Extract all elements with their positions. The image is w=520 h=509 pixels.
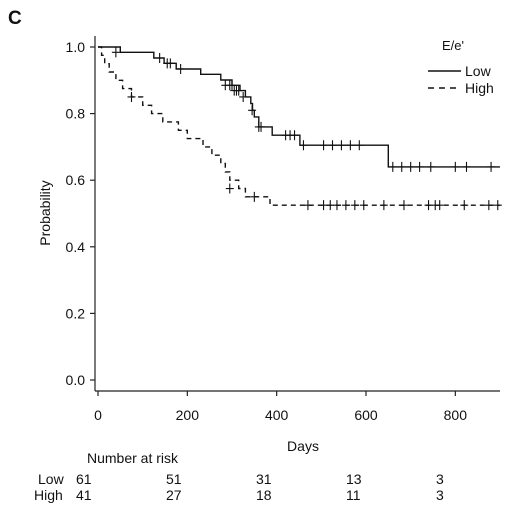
censor-mark-high bbox=[303, 200, 312, 211]
series-line-low bbox=[98, 46, 500, 168]
censor-mark-low bbox=[319, 140, 328, 151]
censor-mark-high bbox=[493, 200, 502, 211]
censor-mark-low bbox=[397, 161, 406, 172]
censor-mark-low bbox=[487, 161, 496, 172]
censor-mark-low bbox=[239, 91, 248, 102]
censor-mark-high bbox=[326, 200, 335, 211]
censor-mark-high bbox=[332, 200, 341, 211]
censor-mark-low bbox=[299, 140, 308, 151]
censor-mark-low bbox=[228, 80, 236, 91]
risk-values: 61 51 31 13 3 41 27 18 11 3 bbox=[76, 471, 444, 503]
censor-mark-low bbox=[462, 161, 471, 172]
censor-mark-low bbox=[406, 161, 415, 172]
censor-mark-low bbox=[451, 161, 460, 172]
censor-mark-high bbox=[424, 200, 433, 211]
censor-mark-high bbox=[225, 183, 234, 194]
legend-low-label: Low bbox=[465, 63, 492, 79]
risk-value-low: 51 bbox=[166, 471, 182, 487]
censor-mark-low bbox=[415, 161, 424, 172]
x-tick-label: 400 bbox=[265, 407, 289, 423]
x-tick-label: 600 bbox=[354, 407, 378, 423]
risk-value-high: 18 bbox=[256, 487, 272, 503]
risk-value-high: 27 bbox=[166, 487, 182, 503]
censor-mark-low bbox=[346, 140, 355, 151]
censor-mark-high bbox=[399, 200, 408, 211]
x-axis-label: Days bbox=[287, 438, 319, 454]
censor-mark-low bbox=[257, 121, 266, 132]
censor-mark-low bbox=[388, 161, 397, 172]
censor-mark-high bbox=[127, 91, 136, 102]
censor-mark-high bbox=[435, 200, 444, 211]
risk-value-high: 41 bbox=[76, 487, 92, 503]
risk-row-label-high: High bbox=[34, 487, 63, 503]
y-axis-label: Probability bbox=[37, 180, 53, 245]
series-line-high bbox=[98, 46, 500, 206]
censor-mark-low bbox=[234, 85, 243, 96]
legend-high-label: High bbox=[465, 80, 494, 96]
censor-mark-low bbox=[328, 140, 337, 151]
risk-value-low: 3 bbox=[436, 471, 444, 487]
censor-mark-high bbox=[379, 200, 388, 211]
x-axis-ticks: 0 200 400 600 800 bbox=[94, 391, 467, 423]
y-tick-label: 0.6 bbox=[66, 172, 86, 188]
legend: E/e' Low High bbox=[428, 38, 494, 96]
risk-value-high: 11 bbox=[346, 487, 361, 503]
censor-mark-high bbox=[250, 191, 259, 202]
censor-mark-low bbox=[337, 140, 346, 151]
y-tick-label: 0.0 bbox=[66, 372, 86, 388]
y-axis-ticks: 0.0 0.2 0.4 0.6 0.8 1.0 bbox=[66, 39, 95, 388]
censor-mark-low bbox=[176, 63, 185, 74]
x-tick-label: 200 bbox=[176, 407, 200, 423]
risk-value-low: 13 bbox=[346, 471, 362, 487]
censor-mark-low bbox=[111, 47, 120, 58]
legend-title: E/e' bbox=[442, 38, 464, 53]
x-tick-label: 800 bbox=[444, 407, 468, 423]
risk-value-low: 61 bbox=[76, 471, 92, 487]
x-tick-label: 0 bbox=[94, 407, 102, 423]
risk-table: Number at risk Low High 61 51 31 13 3 41 27 18 1… bbox=[34, 450, 444, 503]
risk-row-label-low: Low bbox=[38, 471, 65, 487]
censor-mark-low bbox=[290, 130, 299, 141]
censor-mark-low bbox=[355, 140, 364, 151]
censor-mark-high bbox=[319, 200, 328, 211]
censor-mark-low bbox=[166, 58, 175, 69]
censor-mark-low bbox=[426, 161, 435, 172]
censor-mark-high bbox=[484, 200, 493, 211]
y-tick-label: 1.0 bbox=[66, 39, 86, 55]
censor-mark-high bbox=[460, 200, 469, 211]
censor-mark-high bbox=[350, 200, 359, 211]
y-tick-label: 0.8 bbox=[66, 106, 86, 122]
y-tick-label: 0.4 bbox=[66, 239, 86, 255]
risk-value-high: 3 bbox=[436, 487, 444, 503]
censor-mark-low bbox=[248, 105, 257, 116]
censor-mark-high bbox=[341, 200, 350, 211]
censor-mark-high bbox=[359, 200, 368, 211]
series-layer bbox=[98, 46, 502, 211]
censor-mark-low bbox=[155, 52, 164, 63]
risk-table-title: Number at risk bbox=[87, 450, 179, 466]
y-tick-label: 0.2 bbox=[66, 305, 86, 321]
risk-value-low: 31 bbox=[256, 471, 272, 487]
panel-label: C bbox=[8, 8, 22, 29]
